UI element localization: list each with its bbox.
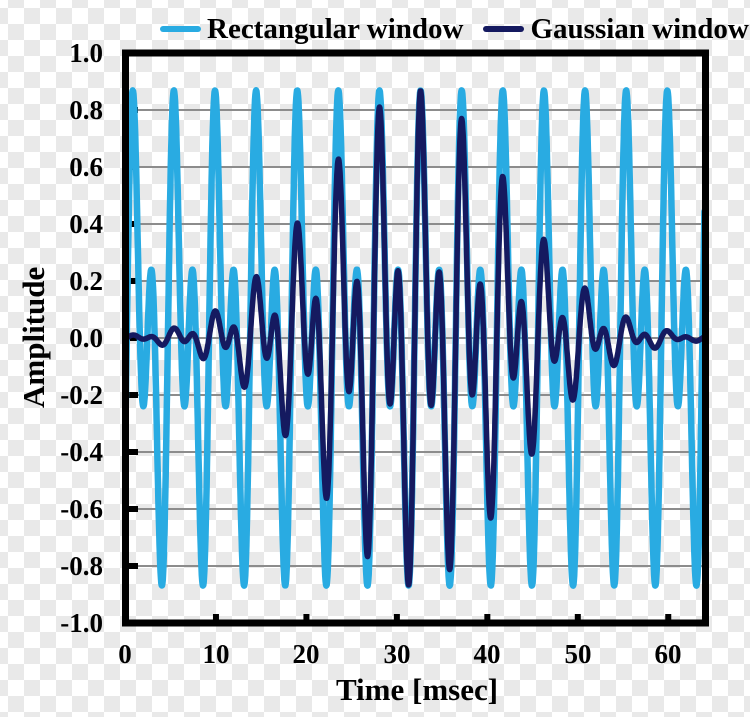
x-tick-label: 60 [654, 639, 682, 669]
tick-mark [393, 614, 400, 623]
y-tick-label: 0.6 [69, 152, 103, 182]
legend-label-gaussian: Gaussian window [530, 13, 749, 45]
gaussian-window-curve [129, 88, 708, 588]
legend: Rectangular window Gaussian window [160, 12, 749, 46]
gaussian-line-swatch [483, 26, 525, 32]
tick-mark [574, 614, 581, 623]
tick-mark [484, 614, 491, 623]
tick-mark [129, 506, 138, 512]
y-tick-label: -0.2 [60, 380, 103, 410]
x-axis-title: Time [msec] [335, 672, 499, 707]
y-tick-label: 0.4 [69, 209, 103, 239]
x-tick-label: 10 [202, 639, 230, 669]
y-tick-label: 0.2 [69, 266, 103, 296]
tick-mark [303, 614, 310, 623]
tick-mark [212, 614, 219, 623]
x-tick-label: 50 [564, 639, 592, 669]
tick-mark [129, 392, 138, 398]
tick-mark [129, 335, 138, 341]
tick-mark [129, 221, 138, 227]
tick-mark [665, 614, 672, 623]
plot-frame [122, 49, 709, 627]
y-tick-label: -0.8 [60, 551, 103, 581]
legend-item-gaussian: Gaussian window [483, 12, 749, 46]
legend-item-rectangular: Rectangular window [160, 12, 463, 46]
x-tick-label: 30 [383, 639, 411, 669]
rectangular-line-swatch [160, 26, 201, 32]
y-tick-label: 1.0 [69, 38, 103, 68]
tick-mark [129, 278, 138, 284]
y-tick-label: -0.6 [60, 494, 103, 524]
y-tick-label: -0.4 [60, 437, 103, 467]
x-tick-label: 0 [118, 639, 132, 669]
tick-mark [129, 449, 138, 455]
y-tick-label: 0.0 [69, 323, 103, 353]
y-axis-title: Amplitude [16, 266, 51, 408]
tick-mark [129, 563, 138, 569]
y-tick-label: 0.8 [69, 95, 103, 125]
legend-label-rectangular: Rectangular window [207, 13, 464, 45]
x-tick-label: 40 [473, 639, 501, 669]
x-tick-label: 20 [292, 639, 320, 669]
y-tick-label: -1.0 [60, 608, 103, 638]
